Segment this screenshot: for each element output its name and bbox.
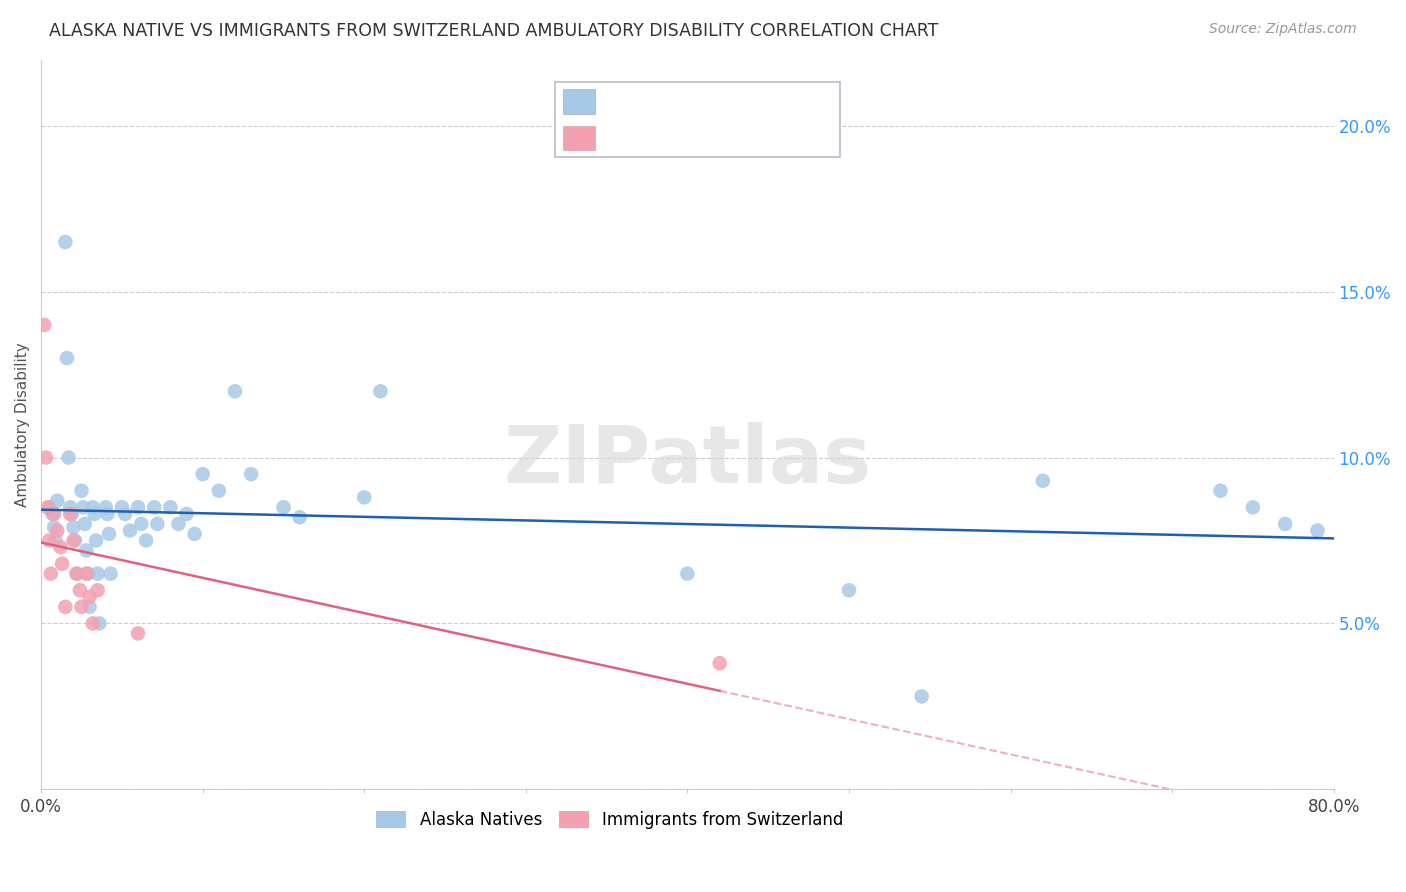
Point [56,351,79,365]
Point [1274,516,1296,531]
Point [82,616,104,631]
Point [77,566,100,581]
Text: Source: ZipAtlas.com: Source: ZipAtlas.com [1209,22,1357,37]
Point [83,507,105,521]
Point [191,467,214,482]
Point [46,493,69,508]
Point [62,520,84,534]
Point [1209,483,1232,498]
Point [58,450,80,465]
Point [60,507,83,521]
Point [66,566,89,581]
Point [135,533,157,548]
Point [1032,474,1054,488]
Point [98,526,121,541]
Point [70,599,93,614]
Point [111,500,134,515]
Point [53,235,76,249]
Point [1306,524,1329,538]
Point [118,524,141,538]
Point [49,540,72,554]
Point [127,626,149,640]
Point [838,583,860,598]
Point [240,467,263,482]
Point [94,500,117,515]
Point [79,590,101,604]
Point [70,483,93,498]
Point [676,566,699,581]
Point [42,520,65,534]
Point [38,533,60,548]
Point [86,583,108,598]
Point [129,516,152,531]
Point [208,483,231,498]
Point [183,526,205,541]
Point [69,583,91,598]
Point [370,384,392,399]
Point [38,500,60,515]
Point [176,507,198,521]
Point [273,500,295,515]
Point [143,500,166,515]
Point [73,516,96,531]
Point [82,500,104,515]
Point [35,450,58,465]
Point [34,318,56,332]
Point [62,533,84,548]
Point [72,500,94,515]
Point [167,516,190,531]
Point [146,516,169,531]
Text: ZIPatlas: ZIPatlas [503,422,872,500]
Point [75,543,97,558]
Point [89,616,111,631]
Point [59,500,82,515]
Point [79,599,101,614]
Point [59,507,82,521]
Point [42,507,65,521]
Point [159,500,181,515]
Point [127,500,149,515]
Point [39,566,62,581]
Point [51,557,73,571]
Point [288,510,311,524]
Point [96,507,118,521]
Point [63,533,86,548]
Point [37,500,59,515]
Point [66,566,89,581]
Point [353,491,375,505]
Point [1241,500,1264,515]
Y-axis label: Ambulatory Disability: Ambulatory Disability [15,342,30,507]
Point [41,507,63,521]
Point [709,656,731,670]
Point [46,524,69,538]
Legend: Alaska Natives, Immigrants from Switzerland: Alaska Natives, Immigrants from Switzerl… [370,804,851,836]
Text: ALASKA NATIVE VS IMMIGRANTS FROM SWITZERLAND AMBULATORY DISABILITY CORRELATION C: ALASKA NATIVE VS IMMIGRANTS FROM SWITZER… [49,22,939,40]
Point [100,566,122,581]
Point [84,533,107,548]
Point [224,384,246,399]
Point [86,566,108,581]
Point [53,599,76,614]
Point [45,533,67,548]
Point [75,566,97,581]
Point [114,507,136,521]
Point [911,690,934,704]
